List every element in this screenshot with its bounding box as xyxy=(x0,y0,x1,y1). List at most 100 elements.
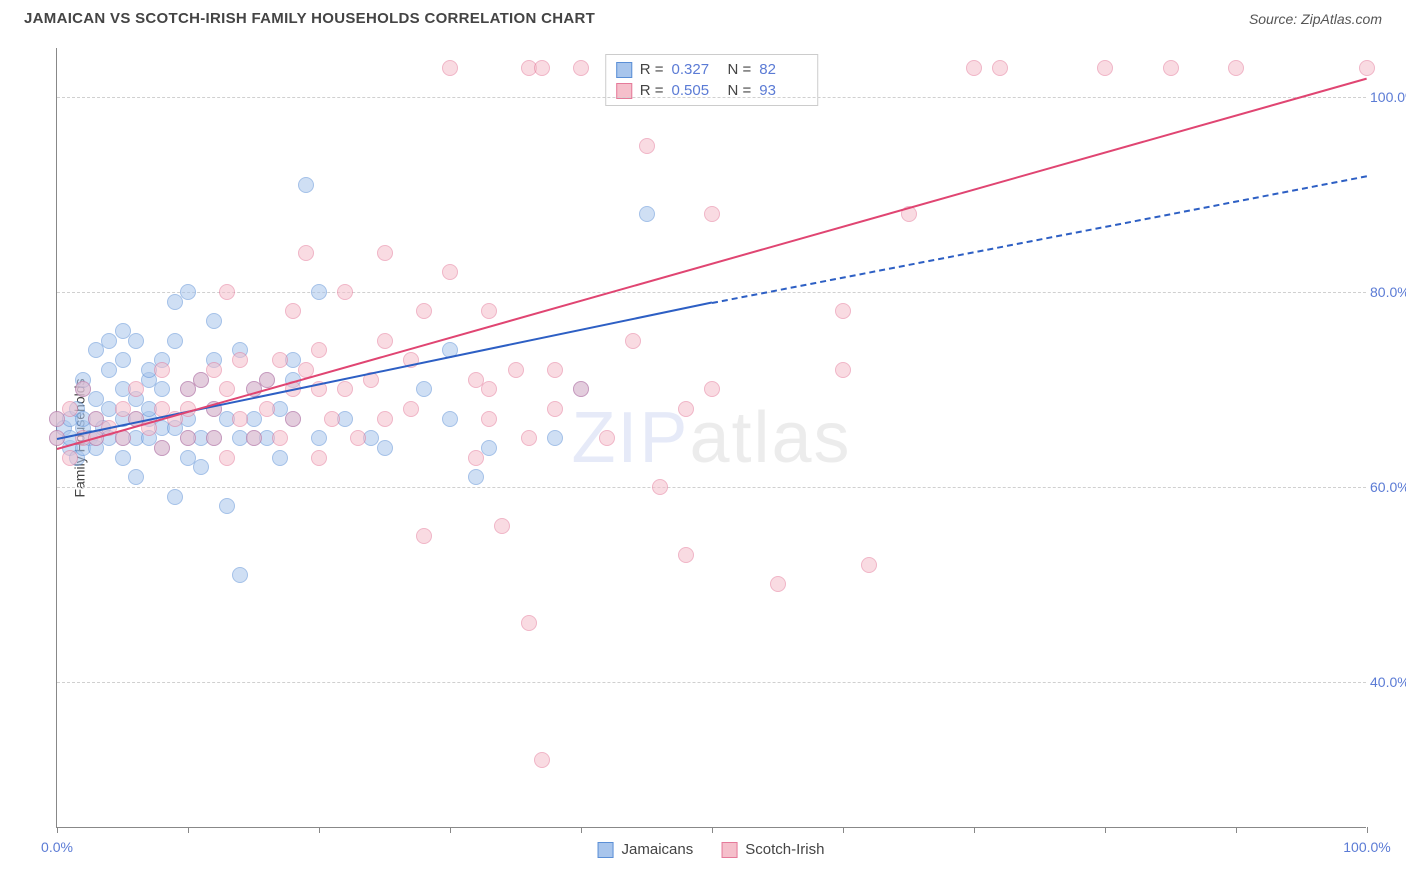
legend-swatch xyxy=(598,842,614,858)
scatter-point xyxy=(377,411,393,427)
scatter-point xyxy=(1163,60,1179,76)
scatter-point xyxy=(416,528,432,544)
scatter-point xyxy=(481,381,497,397)
x-tick xyxy=(57,827,58,833)
scatter-point xyxy=(403,401,419,417)
x-tick xyxy=(450,827,451,833)
legend-item: Scotch-Irish xyxy=(721,841,824,858)
legend-item: Jamaicans xyxy=(598,841,694,858)
scatter-point xyxy=(481,303,497,319)
scatter-point xyxy=(599,430,615,446)
y-tick-label: 60.0% xyxy=(1370,479,1406,495)
scatter-point xyxy=(377,333,393,349)
scatter-point xyxy=(206,430,222,446)
scatter-point xyxy=(494,518,510,534)
stats-row: R =0.327N =82 xyxy=(616,59,808,80)
legend-swatch xyxy=(616,62,632,78)
y-tick-label: 100.0% xyxy=(1370,89,1406,105)
scatter-point xyxy=(311,430,327,446)
scatter-point xyxy=(521,430,537,446)
scatter-point xyxy=(861,557,877,573)
scatter-point xyxy=(298,177,314,193)
scatter-point xyxy=(311,342,327,358)
watermark-thin: atlas xyxy=(689,398,851,478)
scatter-point xyxy=(468,450,484,466)
scatter-point xyxy=(416,381,432,397)
scatter-point xyxy=(180,430,196,446)
watermark-bold: ZIP xyxy=(571,398,689,478)
scatter-point xyxy=(219,498,235,514)
scatter-point xyxy=(992,60,1008,76)
scatter-point xyxy=(62,450,78,466)
scatter-point xyxy=(167,489,183,505)
scatter-point xyxy=(259,401,275,417)
gridline-h xyxy=(57,487,1366,488)
scatter-point xyxy=(219,381,235,397)
scatter-point xyxy=(652,479,668,495)
gridline-h xyxy=(57,97,1366,98)
gridline-h xyxy=(57,292,1366,293)
scatter-point xyxy=(180,284,196,300)
scatter-point xyxy=(128,381,144,397)
scatter-point xyxy=(521,615,537,631)
scatter-point xyxy=(573,381,589,397)
y-tick-label: 40.0% xyxy=(1370,674,1406,690)
scatter-point xyxy=(534,752,550,768)
gridline-h xyxy=(57,682,1366,683)
stats-legend-box: R =0.327N =82R =0.505N =93 xyxy=(605,54,819,106)
scatter-point xyxy=(678,401,694,417)
x-tick xyxy=(843,827,844,833)
stats-row: R =0.505N =93 xyxy=(616,80,808,101)
scatter-point xyxy=(154,362,170,378)
scatter-point xyxy=(154,440,170,456)
plot-area: ZIPatlas R =0.327N =82R =0.505N =93 40.0… xyxy=(56,48,1366,828)
x-tick xyxy=(581,827,582,833)
scatter-point xyxy=(167,333,183,349)
x-tick xyxy=(1367,827,1368,833)
scatter-point xyxy=(639,138,655,154)
x-tick xyxy=(1236,827,1237,833)
scatter-point xyxy=(219,284,235,300)
scatter-point xyxy=(206,362,222,378)
y-tick-label: 80.0% xyxy=(1370,284,1406,300)
scatter-point xyxy=(285,303,301,319)
scatter-point xyxy=(259,372,275,388)
scatter-point xyxy=(468,469,484,485)
scatter-point xyxy=(272,430,288,446)
x-tick-label: 0.0% xyxy=(41,839,73,855)
scatter-point xyxy=(481,440,497,456)
stat-r-label: R = xyxy=(640,61,664,78)
trend-line-dashed xyxy=(712,175,1367,304)
scatter-point xyxy=(272,352,288,368)
scatter-point xyxy=(246,430,262,446)
scatter-point xyxy=(62,401,78,417)
scatter-point xyxy=(311,450,327,466)
scatter-point xyxy=(206,313,222,329)
stat-r-value: 0.327 xyxy=(672,61,720,78)
chart-container: Family Households ZIPatlas R =0.327N =82… xyxy=(56,48,1366,828)
scatter-point xyxy=(232,411,248,427)
scatter-point xyxy=(704,381,720,397)
x-tick xyxy=(1105,827,1106,833)
scatter-point xyxy=(311,284,327,300)
scatter-point xyxy=(337,284,353,300)
source-attribution: Source: ZipAtlas.com xyxy=(1249,11,1382,27)
scatter-point xyxy=(508,362,524,378)
scatter-point xyxy=(442,60,458,76)
scatter-point xyxy=(115,352,131,368)
stat-n-label: N = xyxy=(728,61,752,78)
scatter-point xyxy=(835,362,851,378)
scatter-point xyxy=(547,401,563,417)
x-tick xyxy=(712,827,713,833)
scatter-point xyxy=(678,547,694,563)
scatter-point xyxy=(272,450,288,466)
scatter-point xyxy=(770,576,786,592)
bottom-legend: Jamaicans Scotch-Irish xyxy=(598,841,825,858)
scatter-point xyxy=(534,60,550,76)
scatter-point xyxy=(442,411,458,427)
scatter-point xyxy=(350,430,366,446)
legend-swatch xyxy=(721,842,737,858)
scatter-point xyxy=(547,430,563,446)
scatter-point xyxy=(324,411,340,427)
scatter-point xyxy=(416,303,432,319)
